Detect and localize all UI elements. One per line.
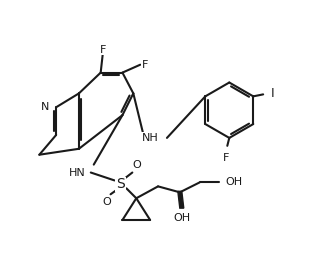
Text: I: I xyxy=(271,87,275,100)
Text: NH: NH xyxy=(142,133,158,143)
Text: F: F xyxy=(142,60,148,70)
Text: S: S xyxy=(116,178,125,191)
Text: N: N xyxy=(41,102,49,112)
Text: OH: OH xyxy=(225,178,243,187)
Text: O: O xyxy=(102,197,111,207)
Text: O: O xyxy=(132,160,141,170)
Text: HN: HN xyxy=(69,167,86,178)
Text: F: F xyxy=(99,45,106,55)
Text: OH: OH xyxy=(173,213,190,223)
Polygon shape xyxy=(178,191,184,208)
Text: F: F xyxy=(223,153,230,163)
